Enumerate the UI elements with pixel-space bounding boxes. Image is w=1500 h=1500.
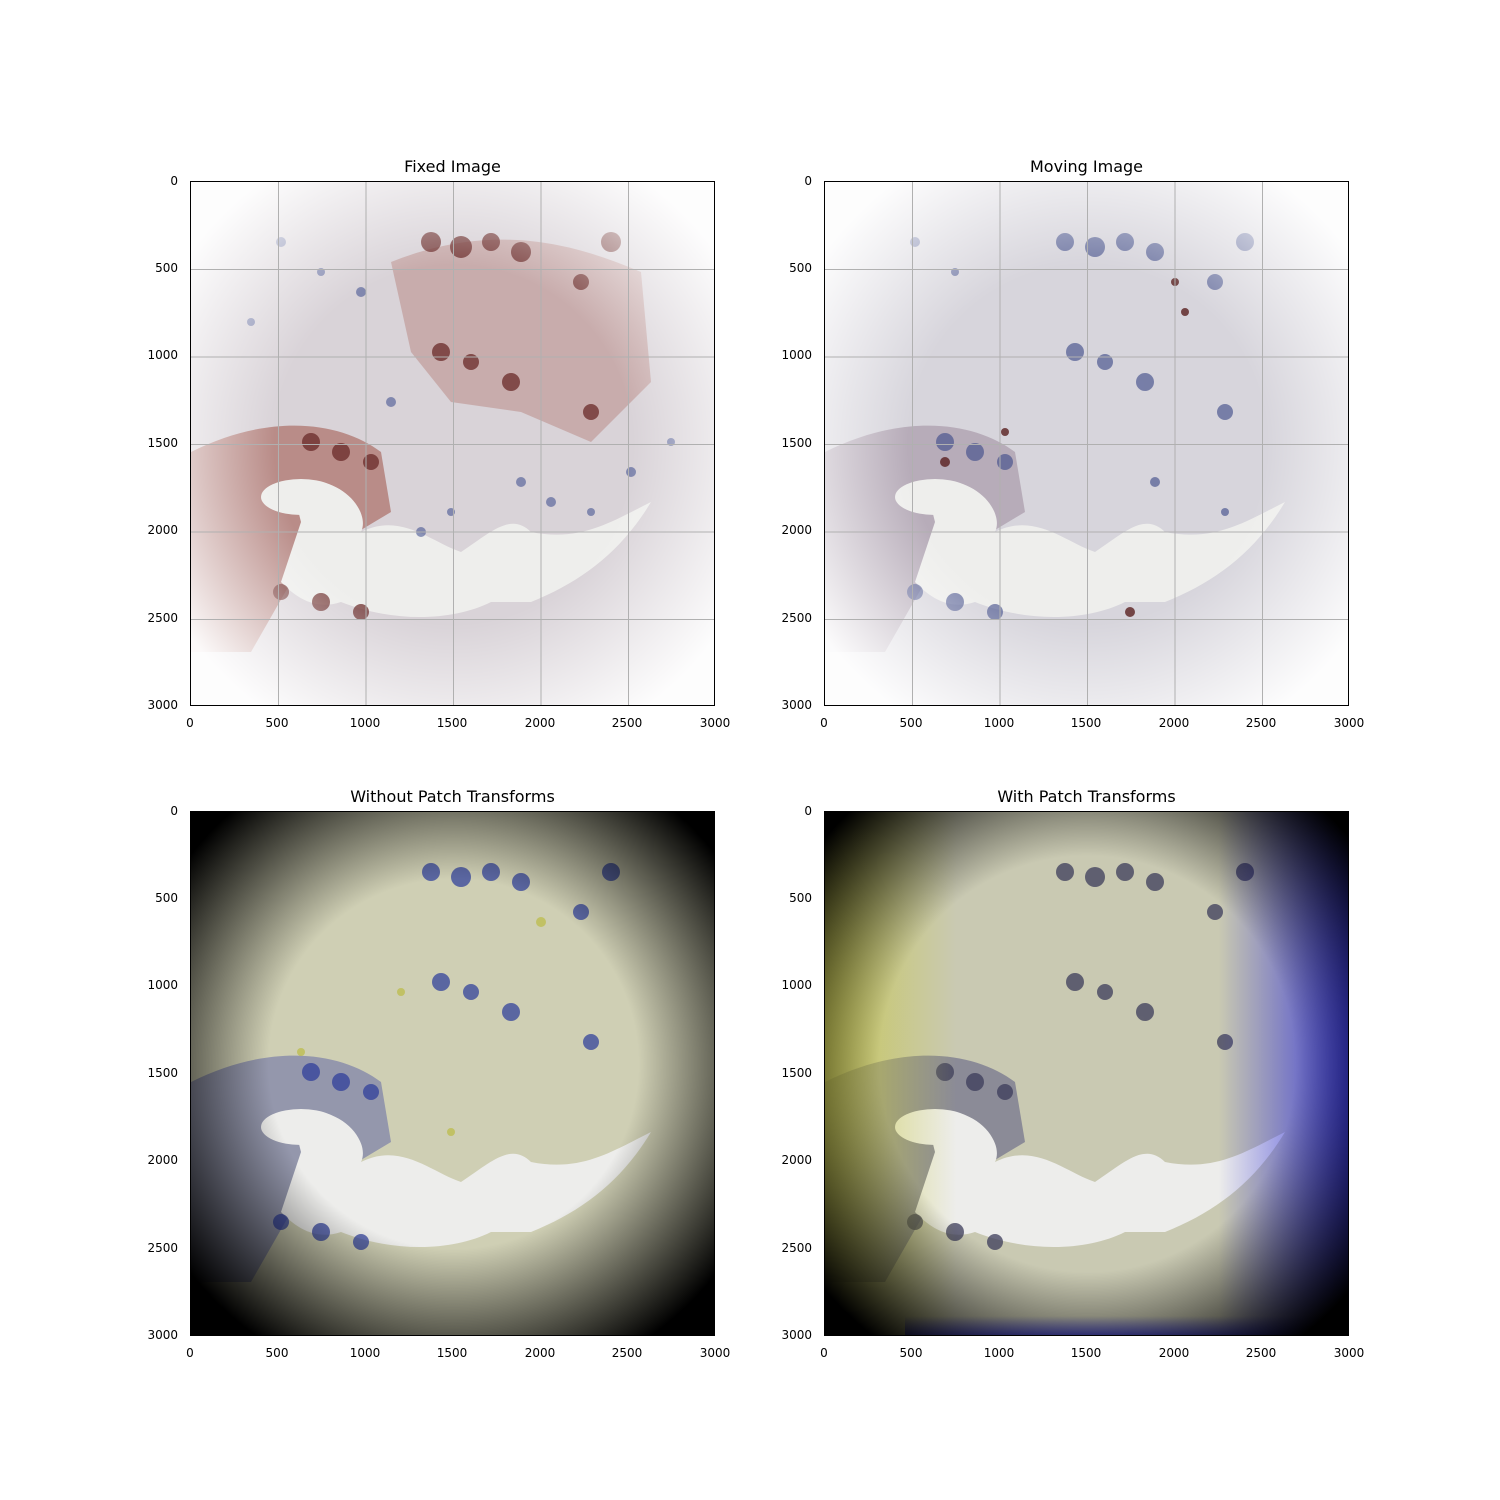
ytick-label: 1500 bbox=[781, 1066, 812, 1080]
xtick-label: 0 bbox=[186, 1346, 194, 1360]
image-frame bbox=[824, 811, 1349, 1336]
ytick-label: 1500 bbox=[781, 436, 812, 450]
panel-moving-image: Moving Image bbox=[781, 157, 1364, 730]
ytick-label: 3000 bbox=[781, 698, 812, 712]
ytick-label: 3000 bbox=[781, 1328, 812, 1342]
ytick-label: 1000 bbox=[781, 348, 812, 362]
panel-title: With Patch Transforms bbox=[997, 787, 1176, 806]
xtick-label: 2000 bbox=[1158, 716, 1190, 730]
xtick-label: 1000 bbox=[983, 1346, 1015, 1360]
xtick-label: 1500 bbox=[1070, 716, 1102, 730]
ytick-label: 1500 bbox=[147, 1066, 178, 1080]
grid-lines bbox=[191, 182, 714, 705]
xtick-label: 1000 bbox=[349, 1346, 381, 1360]
ytick-label: 3000 bbox=[147, 1328, 178, 1342]
panel-title: Fixed Image bbox=[404, 157, 501, 176]
xtick-label: 500 bbox=[265, 716, 289, 730]
xtick-label: 1000 bbox=[983, 716, 1015, 730]
xtick-label: 2000 bbox=[524, 716, 556, 730]
panel-with-patch-transforms: With Patch Transforms bbox=[781, 787, 1364, 1360]
ytick-label: 500 bbox=[789, 261, 812, 275]
ytick-label: 2500 bbox=[147, 611, 178, 625]
fixed-tissue-image bbox=[191, 182, 714, 705]
ytick-label: 2000 bbox=[147, 1153, 178, 1167]
grid-lines bbox=[825, 182, 1348, 705]
xtick-label: 0 bbox=[820, 1346, 828, 1360]
panel-fixed-image: Fixed Image bbox=[147, 157, 730, 730]
xtick-label: 0 bbox=[186, 716, 194, 730]
ytick-label: 2000 bbox=[147, 523, 178, 537]
ytick-label: 2000 bbox=[781, 523, 812, 537]
ytick-label: 0 bbox=[804, 804, 812, 818]
panel-without-patch-transforms: Without Patch Transforms bbox=[147, 787, 730, 1360]
ytick-label: 500 bbox=[155, 891, 178, 905]
overlay-with-image bbox=[825, 812, 1348, 1335]
ytick-label: 500 bbox=[155, 261, 178, 275]
ytick-label: 500 bbox=[789, 891, 812, 905]
xtick-label: 500 bbox=[899, 716, 923, 730]
ytick-label: 1000 bbox=[147, 348, 178, 362]
xtick-label: 3000 bbox=[699, 1346, 731, 1360]
ytick-label: 1000 bbox=[147, 978, 178, 992]
xtick-label: 3000 bbox=[1333, 1346, 1365, 1360]
ytick-label: 0 bbox=[170, 804, 178, 818]
moving-tissue-image bbox=[825, 182, 1348, 705]
ytick-label: 0 bbox=[170, 174, 178, 188]
panel-title: Without Patch Transforms bbox=[350, 787, 555, 806]
ytick-label: 2500 bbox=[781, 1241, 812, 1255]
xtick-label: 3000 bbox=[699, 716, 731, 730]
ytick-label: 2500 bbox=[147, 1241, 178, 1255]
image-frame bbox=[190, 181, 715, 706]
ytick-label: 1000 bbox=[781, 978, 812, 992]
panel-title: Moving Image bbox=[1030, 157, 1143, 176]
xtick-label: 2500 bbox=[611, 716, 643, 730]
overlay-without-image bbox=[191, 812, 714, 1335]
xtick-label: 500 bbox=[899, 1346, 923, 1360]
ytick-label: 3000 bbox=[147, 698, 178, 712]
image-frame bbox=[824, 181, 1349, 706]
ytick-label: 1500 bbox=[147, 436, 178, 450]
xtick-label: 2500 bbox=[1245, 1346, 1277, 1360]
ytick-label: 0 bbox=[804, 174, 812, 188]
xtick-label: 2500 bbox=[611, 1346, 643, 1360]
xtick-label: 2000 bbox=[1158, 1346, 1190, 1360]
xtick-label: 3000 bbox=[1333, 716, 1365, 730]
xtick-label: 1000 bbox=[349, 716, 381, 730]
xtick-label: 2000 bbox=[524, 1346, 556, 1360]
ytick-label: 2000 bbox=[781, 1153, 812, 1167]
xtick-label: 0 bbox=[820, 716, 828, 730]
ytick-label: 2500 bbox=[781, 611, 812, 625]
xtick-label: 500 bbox=[265, 1346, 289, 1360]
xtick-label: 1500 bbox=[436, 716, 468, 730]
image-frame bbox=[190, 811, 715, 1336]
xtick-label: 1500 bbox=[1070, 1346, 1102, 1360]
xtick-label: 1500 bbox=[436, 1346, 468, 1360]
xtick-label: 2500 bbox=[1245, 716, 1277, 730]
